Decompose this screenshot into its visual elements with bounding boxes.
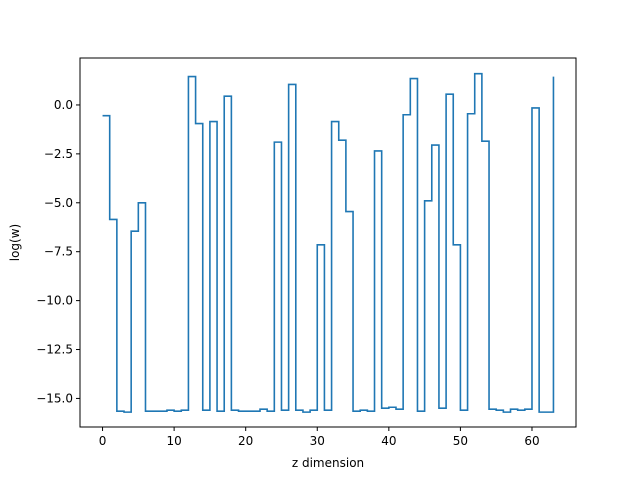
y-tick-label: −2.5 (44, 147, 73, 161)
y-tick-label: −5.0 (44, 196, 73, 210)
x-axis-label: z dimension (292, 456, 364, 470)
x-tick-label: 50 (453, 434, 468, 448)
y-axis: 0.0 −2.5 −5.0 −7.5 −10.0 −12.5 −15.0 (36, 98, 80, 405)
x-tick-label: 10 (166, 434, 181, 448)
x-tick-label: 20 (238, 434, 253, 448)
y-axis-label: log(w) (8, 224, 22, 261)
x-tick-label: 0 (99, 434, 107, 448)
series-line-0 (102, 72, 555, 413)
y-tick-label: −15.0 (36, 391, 73, 405)
y-tick-label: −10.0 (36, 294, 73, 308)
axes-frame (79, 57, 577, 428)
y-tick-label: −12.5 (36, 343, 73, 357)
y-tick-label: −7.5 (44, 245, 73, 259)
y-tick-label: 0.0 (54, 98, 73, 112)
x-tick-label: 60 (524, 434, 539, 448)
x-axis: 0 10 20 30 40 50 60 (99, 427, 540, 448)
x-tick-label: 40 (381, 434, 396, 448)
plot-area (102, 72, 555, 413)
x-tick-label: 30 (310, 434, 325, 448)
